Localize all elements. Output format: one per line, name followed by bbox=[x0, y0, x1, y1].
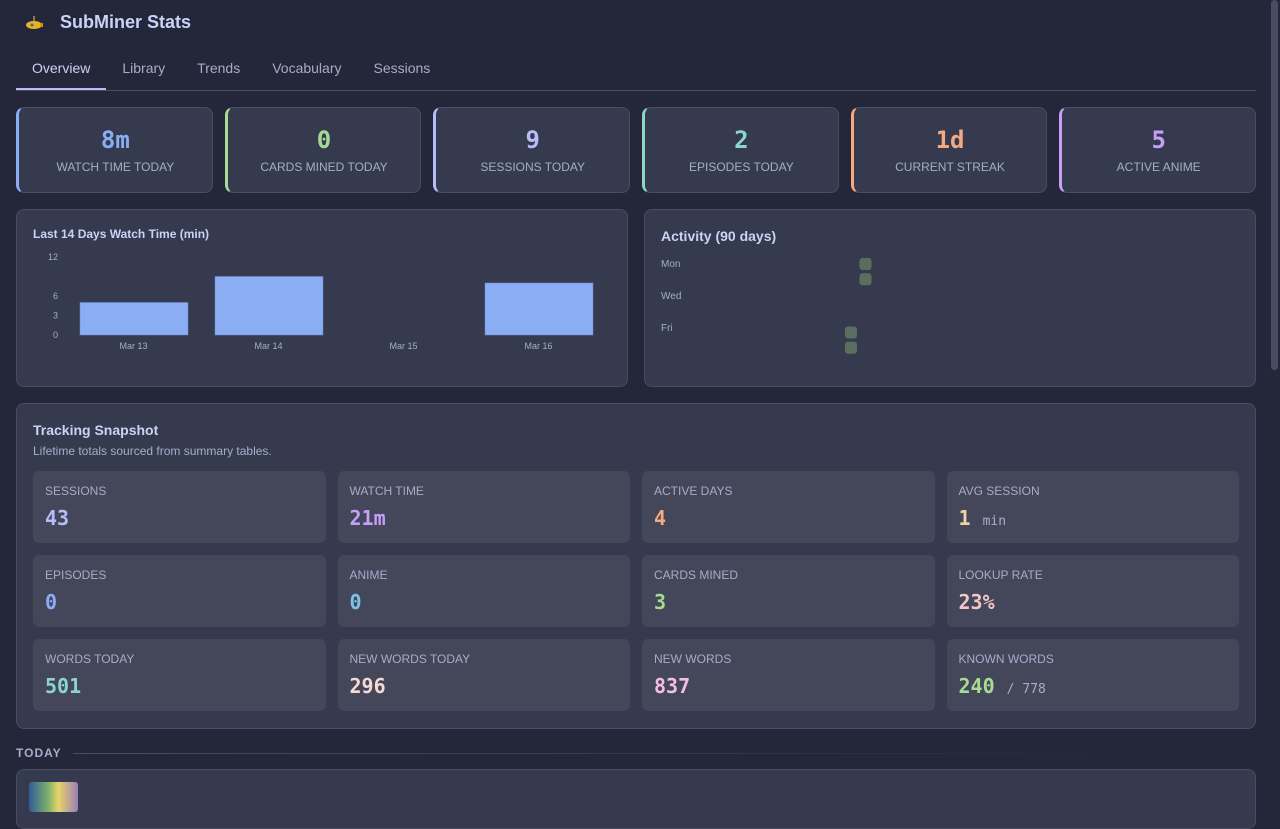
tile-label: ACTIVE DAYS bbox=[654, 484, 733, 498]
tile-label: NEW WORDS TODAY bbox=[349, 652, 471, 666]
tracking-snapshot-card: Tracking Snapshot Lifetime totals source… bbox=[16, 403, 1256, 729]
tile-value: 501 bbox=[45, 674, 82, 698]
x-tick-label: Mar 14 bbox=[254, 341, 282, 351]
tile-value: 296 bbox=[349, 674, 386, 698]
tile-value: 23% bbox=[958, 590, 995, 614]
tab-library[interactable]: Library bbox=[122, 60, 166, 76]
submarine-icon bbox=[26, 15, 43, 29]
watch-time-bar-chart: Last 14 Days Watch Time (min) 0 3 6 12 Mar 13… bbox=[33, 227, 594, 351]
kpi-label: CARDS MINED TODAY bbox=[260, 160, 388, 174]
today-heading: TODAY bbox=[16, 746, 62, 760]
app-title: SubMiner Stats bbox=[60, 12, 192, 32]
kpi-value: 2 bbox=[734, 126, 749, 154]
tile-value: 1 bbox=[958, 506, 971, 530]
kpi-label: EPISODES TODAY bbox=[689, 160, 794, 174]
kpi-card: 9 SESSIONS TODAY bbox=[433, 107, 631, 193]
row-label: Mon bbox=[661, 259, 680, 270]
y-tick-label: 6 bbox=[53, 291, 58, 301]
tile-label: WORDS TODAY bbox=[45, 652, 135, 666]
scrollbar[interactable] bbox=[1271, 0, 1278, 370]
x-tick-label: Mar 15 bbox=[389, 341, 417, 351]
heatmap-cell[interactable] bbox=[859, 258, 872, 270]
y-tick-label: 3 bbox=[53, 311, 58, 321]
snapshot-grid: SESSIONS 43 WATCH TIME 21m ACTIVE DAYS 4 AVG S… bbox=[33, 471, 1239, 711]
tab-vocabulary[interactable]: Vocabulary bbox=[272, 60, 342, 76]
watch-time-chart-card: Last 14 Days Watch Time (min) 0 3 6 12 Mar 13… bbox=[16, 209, 628, 387]
kpi-card: 8m WATCH TIME TODAY bbox=[16, 107, 213, 193]
tile-value: 837 bbox=[654, 674, 691, 698]
tile-label: WATCH TIME bbox=[349, 484, 424, 498]
kpi-card: 2 EPISODES TODAY bbox=[642, 107, 839, 193]
today-session-card[interactable] bbox=[16, 769, 1256, 829]
tab-bar: Overview Library Trends Vocabulary Sessions bbox=[16, 50, 1256, 91]
chart-title: Last 14 Days Watch Time (min) bbox=[33, 227, 209, 241]
tile-label: AVG SESSION bbox=[958, 484, 1040, 498]
tile-label: NEW WORDS bbox=[654, 652, 732, 666]
snapshot-tile: ANIME 0 bbox=[337, 555, 630, 627]
tile-unit: min bbox=[982, 514, 1007, 529]
kpi-card: 1d CURRENT STREAK bbox=[850, 107, 1048, 193]
tile-value: 240 bbox=[958, 674, 995, 698]
heatmap-cell[interactable] bbox=[859, 273, 872, 286]
kpi-label: ACTIVE ANIME bbox=[1116, 160, 1201, 174]
kpi-value: 0 bbox=[316, 126, 332, 154]
tile-value: 3 bbox=[654, 590, 667, 614]
tab-sessions[interactable]: Sessions bbox=[373, 60, 431, 76]
kpi-value: 1d bbox=[935, 126, 965, 154]
kpi-row: 8m WATCH TIME TODAY 0 CARDS MINED TODAY 9 SES… bbox=[16, 107, 1257, 193]
row-label: Wed bbox=[661, 291, 681, 302]
tile-label: EPISODES bbox=[45, 568, 107, 582]
heatmap-cell[interactable] bbox=[845, 341, 857, 354]
tab-trends[interactable]: Trends bbox=[197, 60, 241, 76]
tile-label: CARDS MINED bbox=[654, 568, 739, 582]
tile-label: KNOWN WORDS bbox=[958, 652, 1054, 666]
kpi-value: 8m bbox=[100, 126, 130, 154]
tile-value: 0 bbox=[45, 590, 58, 614]
kpi-value: 9 bbox=[525, 126, 540, 154]
tile-value: 43 bbox=[45, 506, 70, 530]
snapshot-tile: NEW WORDS 837 bbox=[642, 639, 935, 711]
bar[interactable] bbox=[214, 276, 324, 336]
tile-label: ANIME bbox=[349, 568, 388, 582]
anime-thumbnail[interactable] bbox=[29, 782, 78, 812]
y-tick-label: 12 bbox=[48, 252, 58, 262]
kpi-card: 0 CARDS MINED TODAY bbox=[224, 107, 422, 193]
tile-value: 0 bbox=[349, 590, 362, 614]
snapshot-tile: NEW WORDS TODAY 296 bbox=[337, 639, 630, 711]
snapshot-tile: ACTIVE DAYS 4 bbox=[642, 471, 935, 543]
snapshot-tile: CARDS MINED 3 bbox=[642, 555, 935, 627]
divider bbox=[73, 753, 1123, 754]
heatmap-cell[interactable] bbox=[845, 326, 857, 339]
tile-value: 4 bbox=[654, 506, 667, 530]
row-label: Fri bbox=[661, 323, 673, 334]
tile-label: LOOKUP RATE bbox=[958, 568, 1043, 582]
snapshot-tile: WORDS TODAY 501 bbox=[33, 639, 326, 711]
tile-label: SESSIONS bbox=[45, 484, 107, 498]
y-tick-label: 0 bbox=[53, 330, 58, 340]
snapshot-subtitle: Lifetime totals sourced from summary tab… bbox=[33, 444, 272, 458]
activity-heatmap: Activity (90 days) Mon Wed Fri bbox=[661, 228, 872, 354]
snapshot-tile: KNOWN WORDS 240 / 778 bbox=[946, 639, 1239, 711]
snapshot-tile: WATCH TIME 21m bbox=[337, 471, 630, 543]
snapshot-tile: LOOKUP RATE 23% bbox=[946, 555, 1239, 627]
tile-unit: / 778 bbox=[1006, 682, 1046, 697]
snapshot-tile: AVG SESSION 1 min bbox=[946, 471, 1239, 543]
kpi-label: WATCH TIME TODAY bbox=[56, 160, 175, 174]
tab-overview[interactable]: Overview bbox=[16, 50, 107, 90]
kpi-value: 5 bbox=[1151, 126, 1166, 154]
activity-heatmap-card: Activity (90 days) Mon Wed Fri bbox=[644, 209, 1256, 387]
kpi-label: CURRENT STREAK bbox=[895, 160, 1005, 174]
tile-value: 21m bbox=[349, 506, 386, 530]
bar[interactable] bbox=[79, 302, 189, 336]
snapshot-tile: EPISODES 0 bbox=[33, 555, 326, 627]
snapshot-tile: SESSIONS 43 bbox=[33, 471, 326, 543]
chart-title: Activity (90 days) bbox=[661, 228, 776, 244]
bar[interactable] bbox=[484, 282, 594, 336]
x-tick-label: Mar 13 bbox=[119, 341, 147, 351]
app-header: SubMiner Stats bbox=[24, 12, 191, 33]
kpi-label: SESSIONS TODAY bbox=[480, 160, 586, 174]
x-tick-label: Mar 16 bbox=[524, 341, 552, 351]
snapshot-title: Tracking Snapshot bbox=[33, 422, 159, 438]
kpi-card: 5 ACTIVE ANIME bbox=[1059, 107, 1257, 193]
